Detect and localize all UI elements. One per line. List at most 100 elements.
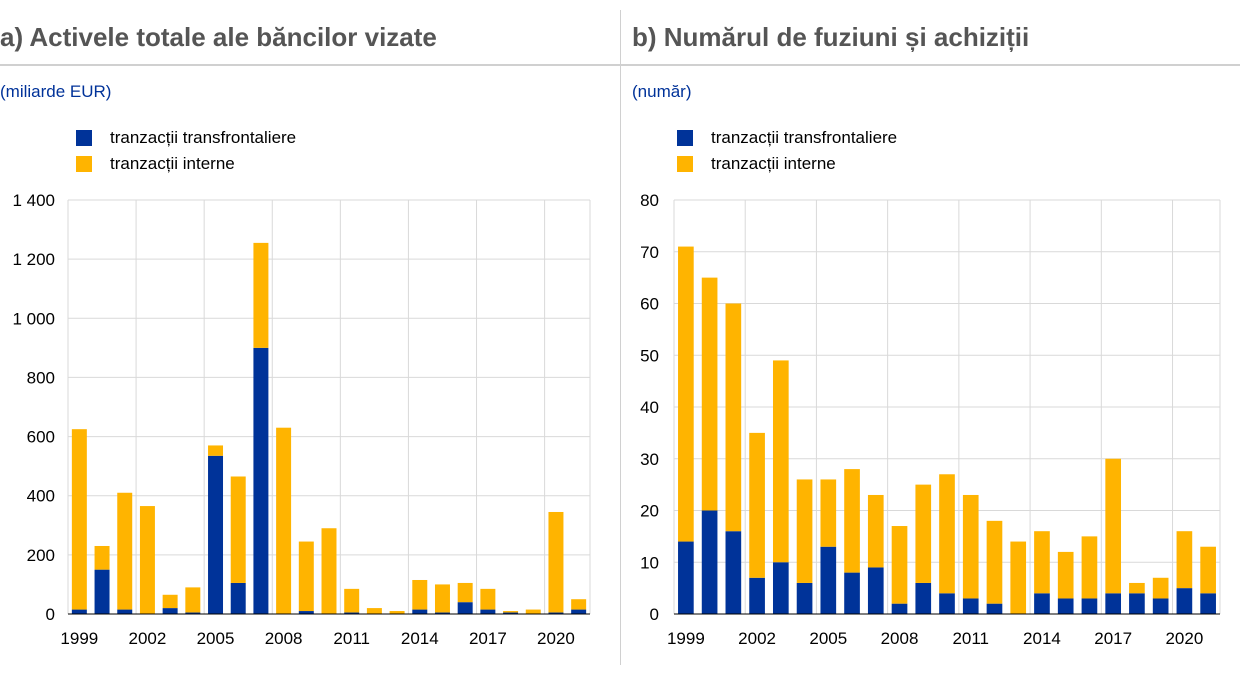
x-tick-label: 2014: [401, 629, 439, 648]
y-tick-label: 40: [640, 398, 659, 417]
panel-b-title: b) Numărul de fuziuni și achiziții: [632, 22, 1030, 52]
bar-segment-cross-border: [725, 531, 742, 614]
bar-segment-domestic: [1105, 458, 1122, 594]
x-tick-label: 2020: [1165, 629, 1203, 648]
bar-segment-cross-border: [208, 455, 224, 614]
bar-segment-domestic: [525, 609, 541, 614]
bar-segment-domestic: [185, 587, 201, 613]
bar-segment-cross-border: [1200, 593, 1216, 614]
bar-segment-cross-border: [1081, 598, 1098, 614]
bar-segment-cross-border: [344, 612, 360, 614]
y-tick-label: 50: [640, 346, 659, 365]
x-tick-label: 2002: [738, 629, 776, 648]
bar-segment-domestic: [276, 427, 292, 614]
y-tick-label: 200: [27, 546, 55, 565]
y-tick-label: 0: [46, 605, 55, 624]
panel-b-unit: (număr): [632, 82, 692, 101]
bar-segment-cross-border: [772, 562, 789, 614]
bar-segment-cross-border: [94, 569, 110, 614]
x-tick-label: 2005: [197, 629, 235, 648]
y-tick-label: 60: [640, 295, 659, 314]
bar-segment-cross-border: [844, 572, 860, 614]
legend-item-cross-border: tranzacții transfrontaliere: [677, 125, 897, 151]
bar-segment-domestic: [701, 277, 718, 511]
bar-segment-cross-border: [1176, 588, 1193, 614]
panel-separator: [620, 10, 621, 665]
y-tick-label: 70: [640, 243, 659, 262]
bar-segment-cross-border: [412, 609, 428, 614]
bar-segment-domestic: [1129, 582, 1145, 594]
panel-a-legend: tranzacții transfrontaliere tranzacții i…: [76, 125, 296, 177]
x-tick-label: 1999: [667, 629, 705, 648]
bar-segment-cross-border: [915, 582, 932, 614]
bar-segment-cross-border: [986, 603, 1003, 614]
bar-segment-domestic: [389, 611, 405, 614]
panel-b-title-rule: [621, 64, 1240, 66]
x-tick-label: 2008: [265, 629, 303, 648]
panel-a-title-rule: [0, 64, 620, 66]
bar-segment-domestic: [434, 584, 450, 613]
bar-segment-domestic: [253, 242, 269, 348]
bar-segment-domestic: [571, 599, 587, 610]
bar-segment-domestic: [503, 611, 519, 613]
legend-label-domestic: tranzacții interne: [110, 154, 235, 173]
bar-segment-domestic: [1152, 577, 1169, 599]
bar-segment-domestic: [457, 582, 473, 603]
bar-segment-domestic: [678, 246, 694, 542]
bar-segment-cross-border: [891, 603, 908, 614]
bar-segment-cross-border: [71, 609, 87, 614]
x-tick-label: 2008: [881, 629, 919, 648]
bar-segment-cross-border: [117, 609, 133, 614]
bar-segment-domestic: [915, 484, 932, 583]
y-tick-label: 30: [640, 450, 659, 469]
x-tick-label: 2005: [809, 629, 847, 648]
y-tick-label: 600: [27, 428, 55, 447]
bar-segment-cross-border: [457, 602, 473, 614]
y-tick-label: 0: [650, 605, 659, 624]
bar-segment-cross-border: [1034, 593, 1050, 614]
legend-item-domestic: tranzacții interne: [677, 151, 897, 177]
bar-segment-domestic: [117, 492, 133, 610]
bar-segment-cross-border: [253, 347, 269, 614]
legend-item-cross-border: tranzacții transfrontaliere: [76, 125, 296, 151]
x-tick-label: 2017: [1094, 629, 1132, 648]
bar-segment-domestic: [298, 541, 314, 612]
bar-segment-domestic: [366, 608, 382, 614]
bar-segment-domestic: [772, 360, 789, 563]
bar-segment-domestic: [94, 545, 110, 570]
bar-segment-cross-border: [480, 609, 496, 614]
bar-segment-domestic: [796, 479, 813, 583]
bar-segment-domestic: [208, 445, 224, 456]
bar-segment-domestic: [1010, 541, 1027, 614]
panel-total-assets: a) Activele totale ale băncilor vizate (…: [0, 22, 620, 648]
y-tick-label: 400: [27, 487, 55, 506]
bar-segment-cross-border: [162, 608, 178, 614]
bar-segment-cross-border: [185, 612, 201, 614]
bar-segment-domestic: [1200, 546, 1216, 594]
bar-segment-domestic: [939, 474, 955, 594]
y-tick-label: 20: [640, 502, 659, 521]
bar-segment-cross-border: [962, 598, 979, 614]
legend-swatch-cross-border: [76, 130, 92, 146]
panel-deal-count: b) Numărul de fuziuni și achiziții (numă…: [621, 0, 1240, 673]
bar-segment-cross-border: [1152, 598, 1169, 614]
bar-segment-domestic: [412, 579, 428, 610]
bar-segment-domestic: [820, 479, 837, 547]
x-tick-label: 2017: [469, 629, 507, 648]
bar-segment-domestic: [139, 506, 155, 614]
bar-segment-cross-border: [298, 611, 314, 614]
bar-segment-cross-border: [796, 582, 813, 614]
x-tick-label: 2020: [537, 629, 575, 648]
bar-chart-deal-count: 0 10 20 30 40 50 60 70 80 1999 2002 2005 2008 2011 201…: [640, 191, 1221, 648]
x-tick-label: 1999: [60, 629, 98, 648]
bar-segment-cross-border: [1105, 593, 1122, 614]
y-tick-label: 1 200: [12, 250, 55, 269]
legend-swatch-cross-border: [677, 130, 693, 146]
x-tick-label: 2014: [1023, 629, 1061, 648]
y-tick-label: 10: [640, 553, 659, 572]
bar-segment-domestic: [162, 594, 178, 609]
bar-segment-domestic: [1057, 551, 1074, 599]
bar-segment-cross-border: [503, 612, 519, 614]
legend-label-domestic: tranzacții interne: [711, 154, 836, 173]
bar-segment-cross-border: [939, 593, 955, 614]
